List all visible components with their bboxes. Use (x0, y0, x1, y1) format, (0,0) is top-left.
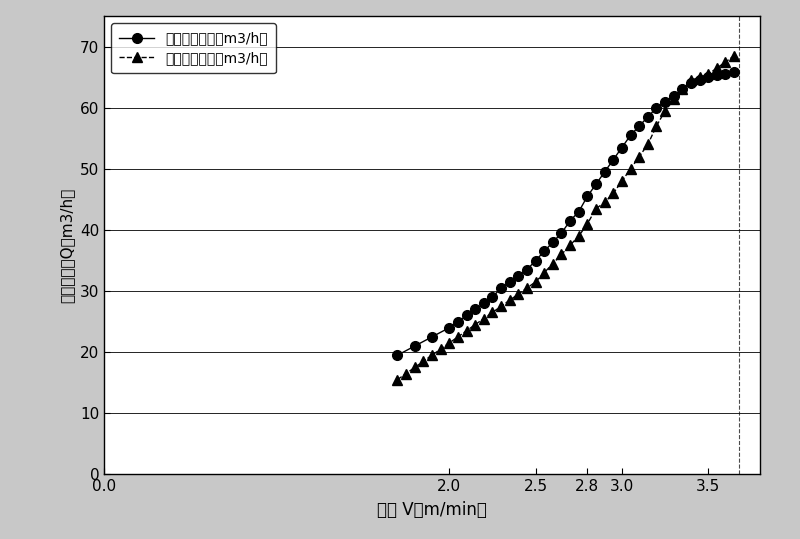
改进后总水量（m3/h） (678, 86, 687, 93)
改进前总水量（m3/h） (479, 300, 489, 307)
改进前总水量（m3/h） (427, 334, 437, 340)
改进后总水量（m3/h） (530, 279, 540, 285)
改进后总水量（m3/h） (591, 205, 601, 212)
改进后总水量（m3/h） (453, 334, 462, 340)
改进后总水量（m3/h） (470, 321, 480, 328)
改进后总水量（m3/h） (669, 95, 678, 102)
改进前总水量（m3/h） (660, 99, 670, 105)
X-axis label: 拉速 V（m/min）: 拉速 V（m/min） (377, 501, 487, 519)
改进后总水量（m3/h） (703, 71, 713, 78)
改进前总水量（m3/h） (626, 132, 635, 139)
Legend: 改进前总水量（m3/h）, 改进后总水量（m3/h）: 改进前总水量（m3/h）, 改进后总水量（m3/h） (111, 23, 276, 73)
改进前总水量（m3/h） (652, 105, 662, 111)
改进前总水量（m3/h） (609, 156, 618, 163)
改进后总水量（m3/h） (514, 291, 523, 298)
Y-axis label: 二冷总水量Q（m3/h）: 二冷总水量Q（m3/h） (59, 188, 74, 303)
改进前总水量（m3/h） (505, 279, 514, 285)
改进后总水量（m3/h） (539, 270, 549, 276)
改进后总水量（m3/h） (712, 65, 722, 71)
改进前总水量（m3/h） (686, 80, 696, 87)
改进前总水量（m3/h） (582, 193, 592, 199)
改进前总水量（m3/h） (522, 266, 532, 273)
改进前总水量（m3/h） (703, 74, 713, 80)
改进前总水量（m3/h） (694, 77, 704, 84)
改进前总水量（m3/h） (678, 86, 687, 93)
改进前总水量（m3/h） (393, 352, 402, 358)
改进前总水量（m3/h） (721, 71, 730, 78)
改进前总水量（m3/h） (600, 169, 610, 175)
改进前总水量（m3/h） (669, 92, 678, 99)
改进后总水量（m3/h） (436, 346, 446, 353)
改进前总水量（m3/h） (643, 114, 653, 120)
改进后总水量（m3/h） (462, 328, 471, 334)
改进后总水量（m3/h） (634, 154, 644, 160)
改进后总水量（m3/h） (522, 285, 532, 291)
改进前总水量（m3/h） (557, 230, 566, 236)
改进后总水量（m3/h） (660, 108, 670, 114)
改进前总水量（m3/h） (566, 218, 575, 224)
改进后总水量（m3/h） (488, 309, 498, 316)
改进后总水量（m3/h） (566, 242, 575, 248)
改进前总水量（m3/h） (539, 248, 549, 254)
改进后总水量（m3/h） (410, 364, 419, 371)
改进后总水量（m3/h） (402, 370, 411, 377)
改进前总水量（m3/h） (712, 72, 722, 79)
改进后总水量（m3/h） (548, 260, 558, 267)
改进前总水量（m3/h） (453, 319, 462, 325)
改进前总水量（m3/h） (445, 324, 454, 331)
改进后总水量（m3/h） (652, 123, 662, 129)
改进后总水量（m3/h） (626, 165, 635, 172)
改进后总水量（m3/h） (496, 303, 506, 309)
改进后总水量（m3/h） (557, 251, 566, 258)
改进后总水量（m3/h） (574, 233, 583, 239)
改进前总水量（m3/h） (470, 306, 480, 313)
改进前总水量（m3/h） (488, 294, 498, 300)
改进后总水量（m3/h） (427, 352, 437, 358)
改进后总水量（m3/h） (505, 297, 514, 303)
改进前总水量（m3/h） (574, 209, 583, 215)
改进前总水量（m3/h） (530, 257, 540, 264)
改进后总水量（m3/h） (686, 77, 696, 84)
改进前总水量（m3/h） (410, 343, 419, 349)
改进后总水量（m3/h） (721, 59, 730, 65)
改进前总水量（m3/h） (617, 144, 626, 151)
改进后总水量（m3/h） (418, 358, 428, 364)
改进前总水量（m3/h） (514, 273, 523, 279)
改进后总水量（m3/h） (694, 74, 704, 80)
改进前总水量（m3/h） (730, 69, 739, 75)
改进前总水量（m3/h） (591, 181, 601, 188)
改进前总水量（m3/h） (496, 285, 506, 291)
改进前总水量（m3/h） (462, 312, 471, 319)
改进后总水量（m3/h） (445, 340, 454, 346)
Line: 改进前总水量（m3/h）: 改进前总水量（m3/h） (393, 67, 739, 360)
改进后总水量（m3/h） (609, 190, 618, 197)
改进后总水量（m3/h） (600, 199, 610, 206)
Line: 改进后总水量（m3/h）: 改进后总水量（m3/h） (393, 51, 739, 384)
改进后总水量（m3/h） (393, 376, 402, 383)
改进后总水量（m3/h） (617, 178, 626, 184)
改进前总水量（m3/h） (634, 123, 644, 129)
改进后总水量（m3/h） (582, 220, 592, 227)
改进后总水量（m3/h） (730, 53, 739, 59)
改进后总水量（m3/h） (479, 315, 489, 322)
改进后总水量（m3/h） (643, 141, 653, 148)
改进前总水量（m3/h） (548, 239, 558, 245)
